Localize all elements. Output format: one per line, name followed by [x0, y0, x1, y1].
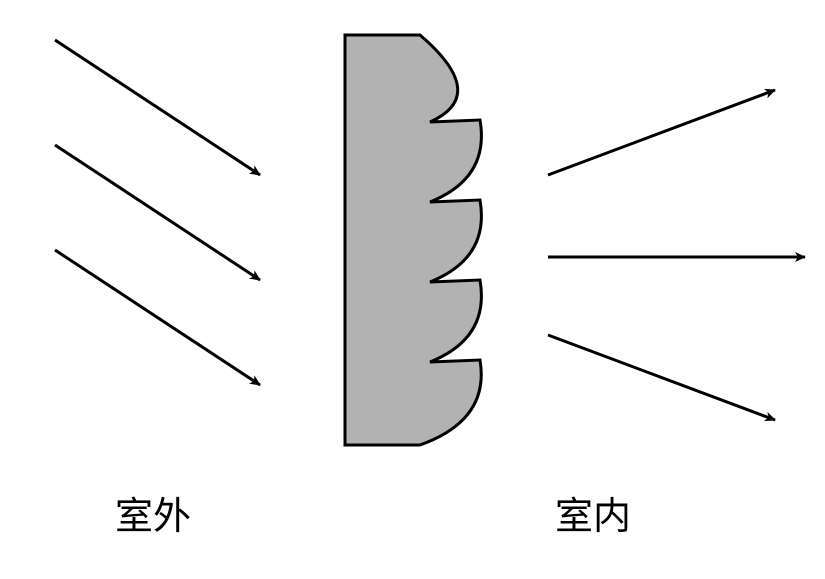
label-indoor: 室内: [555, 485, 631, 540]
label-outdoor: 室外: [115, 485, 191, 540]
outgoing-light-arrows: [548, 90, 805, 420]
light-diffusion-diagram: 室外 室内: [0, 0, 825, 574]
incoming-arrow-1: [55, 40, 260, 175]
incoming-arrow-2: [55, 145, 260, 280]
outgoing-arrow-1: [548, 90, 775, 175]
incoming-light-arrows: [55, 40, 260, 385]
incoming-arrow-3: [55, 250, 260, 385]
outgoing-arrow-3: [548, 335, 775, 420]
wall-shape: [345, 35, 481, 445]
